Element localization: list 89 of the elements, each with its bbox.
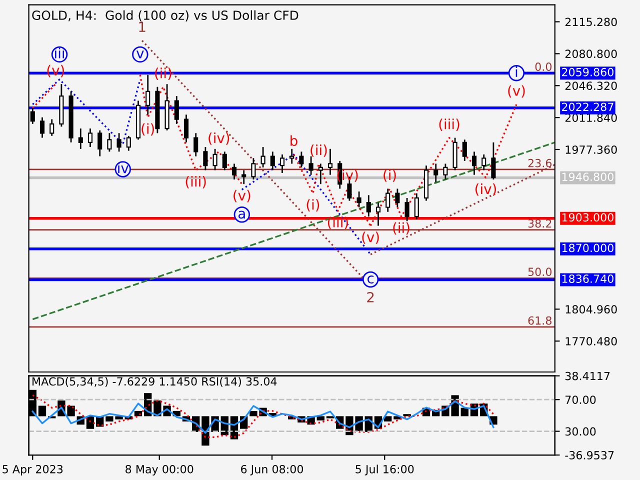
candlestick <box>395 188 400 208</box>
candlestick <box>366 194 371 218</box>
annotation: b <box>290 135 298 146</box>
annotation: (iii) <box>439 118 460 131</box>
candlestick <box>462 138 467 162</box>
candlestick <box>318 163 323 185</box>
annotation: c <box>368 276 374 284</box>
y-tick-label: 70.00 <box>566 396 596 404</box>
annotation: 61.8 <box>528 316 552 325</box>
y-tick-label: 1977.360 <box>566 145 617 154</box>
annotation: (v) <box>362 232 379 244</box>
annotation: (i) <box>142 123 154 136</box>
candlestick <box>356 190 362 208</box>
candlestick <box>472 150 477 176</box>
ref-line-label: 1946.800 <box>562 172 614 182</box>
candlestick <box>414 192 419 220</box>
annotation: i <box>516 66 518 77</box>
candlestick <box>280 154 285 174</box>
annotation: 38.2 <box>528 219 552 228</box>
candlestick <box>308 156 314 176</box>
ref-line-label: 2022.287 <box>562 102 614 112</box>
annotation: (ii) <box>310 144 327 157</box>
y-tick-label: 1804.960 <box>566 305 617 314</box>
chart-title: MACD(5,34,5) -7.6229 1.1450 RSI(14) 35.04 <box>32 377 277 387</box>
candlestick <box>50 118 54 137</box>
ref-line-label: 1836.740 <box>562 274 614 283</box>
annotation: (iv) <box>475 183 496 196</box>
candlestick <box>88 128 93 148</box>
annotation: (v) <box>508 85 525 98</box>
x-tick-label: 8 May 00:00 <box>126 464 194 476</box>
annotation: (i) <box>384 170 396 182</box>
annotation: (iv) <box>208 132 230 145</box>
candlestick <box>194 132 198 158</box>
candlestick <box>491 142 496 180</box>
candlestick <box>78 128 83 150</box>
ref-line-label: 1870.000 <box>562 244 614 252</box>
ref-line-label: 2059.860 <box>562 68 614 76</box>
chart-title: GOLD, H4: Gold (100 oz) vs US Dollar CFD <box>32 10 298 22</box>
bar <box>384 416 392 422</box>
ref-line-label: 1903.000 <box>562 213 614 222</box>
x-tick-label: 6 Jun 08:00 <box>241 464 304 476</box>
candlestick <box>222 150 227 171</box>
line-series <box>32 394 494 438</box>
y-tick-label: 30.00 <box>565 427 596 436</box>
candlestick <box>270 150 275 171</box>
candlestick <box>260 146 266 168</box>
candlestick <box>443 163 448 180</box>
y-tick-label: 2080.800 <box>565 50 617 58</box>
annotation: 2 <box>367 292 374 302</box>
candlestick <box>386 188 390 213</box>
candlestick <box>116 132 122 152</box>
candlestick <box>232 163 237 180</box>
annotation: (i) <box>306 199 320 212</box>
annotation: (iii) <box>186 176 206 188</box>
candlestick <box>434 163 438 183</box>
candlestick <box>482 154 486 171</box>
annotation: 50.0 <box>528 268 552 276</box>
candlestick <box>126 135 131 152</box>
bar <box>316 416 324 420</box>
annotation: 0.0 <box>535 62 552 71</box>
candlestick <box>40 116 45 138</box>
annotation: 1 <box>139 22 146 32</box>
candlestick <box>290 148 294 164</box>
candlestick <box>242 170 246 185</box>
candlestick <box>376 202 381 226</box>
y-tick-label: 2046.320 <box>565 82 617 90</box>
candlestick <box>98 130 102 158</box>
candlestick <box>174 95 179 125</box>
candlestick <box>212 148 218 171</box>
candlestick <box>107 132 112 152</box>
candlestick <box>146 74 150 116</box>
candlestick <box>299 150 304 168</box>
annotation: (v) <box>234 190 250 202</box>
y-tick-label: 1770.480 <box>566 337 617 346</box>
annotation: 23.6 <box>528 158 552 168</box>
y-tick-label: 2115.280 <box>565 18 617 26</box>
y-tick-label: -36.9537 <box>565 451 614 460</box>
annotation: a <box>238 210 245 219</box>
annotation: iv <box>118 162 129 174</box>
annotation: v <box>136 50 144 58</box>
candlestick <box>404 197 410 222</box>
candlestick <box>184 114 189 144</box>
candlestick <box>251 157 256 180</box>
candlestick <box>203 146 208 171</box>
x-tick-label: 5 Apr 2023 <box>2 464 63 476</box>
x-tick-label: 5 Jul 16:00 <box>356 464 414 476</box>
bar <box>38 406 46 416</box>
y-tick-label: 38.4117 <box>565 372 610 380</box>
candlestick <box>328 148 333 176</box>
